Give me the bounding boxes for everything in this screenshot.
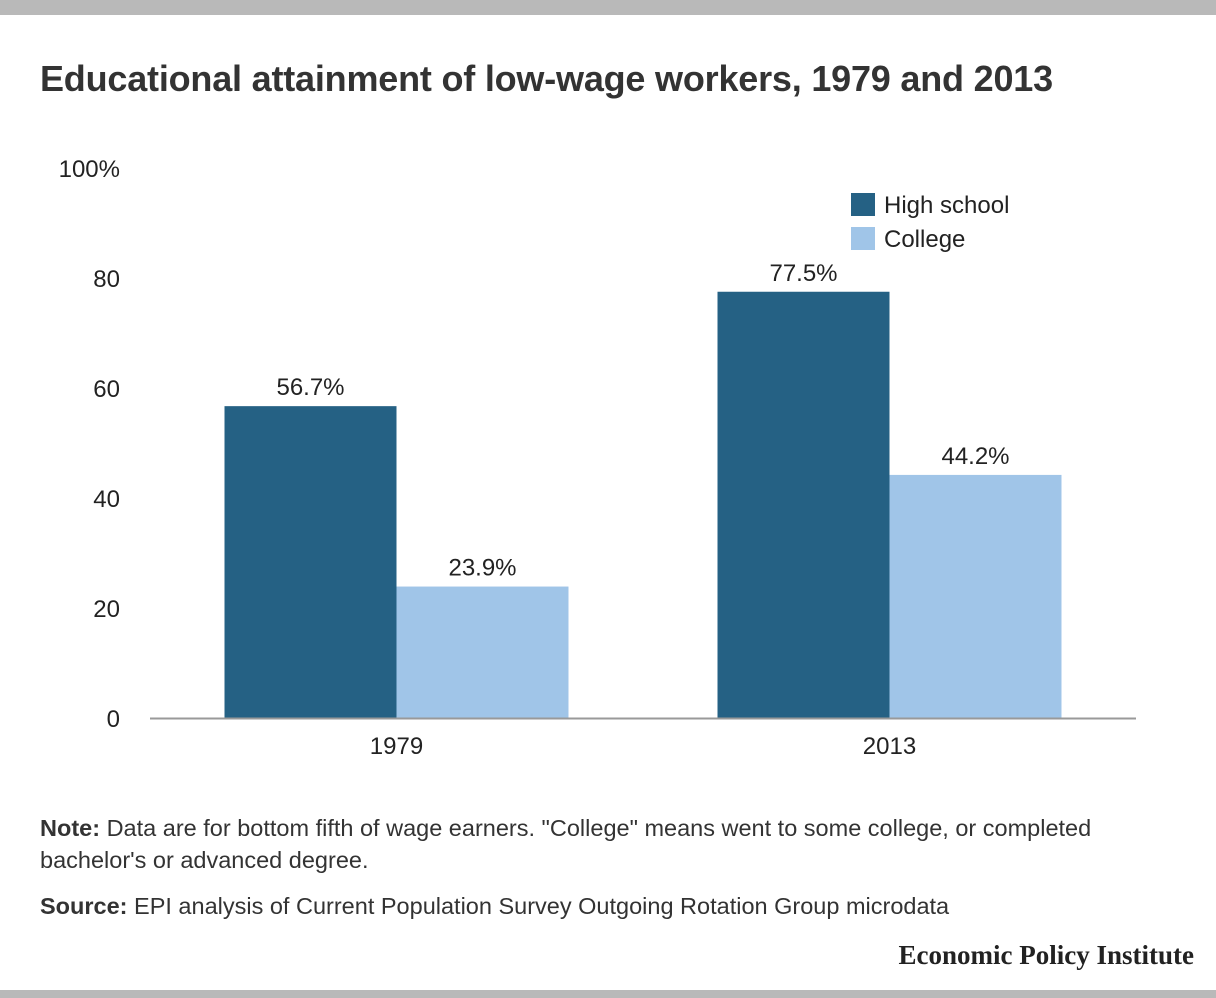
chart-note: Note: Data are for bottom fifth of wage … bbox=[40, 812, 1180, 876]
bar-chart: 0 20 40 60 80 100% 56.7% 23.9% 1979 77.5% 44.2% 201… bbox=[59, 156, 1136, 760]
y-tick-label: 20 bbox=[93, 596, 120, 623]
legend-label: High school bbox=[884, 192, 1009, 219]
legend-label: College bbox=[884, 226, 965, 253]
chart-source: Source: EPI analysis of Current Populati… bbox=[40, 890, 949, 922]
source-label: Source: bbox=[40, 893, 128, 919]
brand-logo: Economic Policy Institute bbox=[898, 940, 1194, 970]
note-text: Data are for bottom fifth of wage earner… bbox=[40, 815, 1092, 873]
data-label: 44.2% bbox=[941, 443, 1009, 470]
note-label: Note: bbox=[40, 815, 101, 841]
y-tick-label: 80 bbox=[93, 266, 120, 293]
chart-title: Educational attainment of low-wage worke… bbox=[40, 58, 1053, 99]
legend-swatch-high-school bbox=[851, 193, 875, 216]
x-tick-label: 2013 bbox=[863, 733, 916, 760]
data-label: 77.5% bbox=[769, 260, 837, 287]
bar-high-school-2013 bbox=[717, 291, 890, 718]
y-tick-label: 60 bbox=[93, 376, 120, 403]
bar-high-school-1979 bbox=[224, 406, 397, 718]
data-label: 56.7% bbox=[276, 374, 344, 401]
top-border bbox=[0, 0, 1216, 15]
data-label: 23.9% bbox=[448, 555, 516, 582]
source-text: EPI analysis of Current Population Surve… bbox=[127, 893, 950, 919]
y-tick-label: 0 bbox=[107, 706, 120, 733]
bar-college-1979 bbox=[396, 586, 569, 718]
y-tick-label: 100% bbox=[59, 156, 120, 183]
bar-college-2013 bbox=[889, 474, 1062, 718]
bottom-border bbox=[0, 990, 1216, 998]
legend-swatch-college bbox=[851, 227, 875, 250]
y-tick-label: 40 bbox=[93, 486, 120, 513]
x-tick-label: 1979 bbox=[370, 733, 423, 760]
